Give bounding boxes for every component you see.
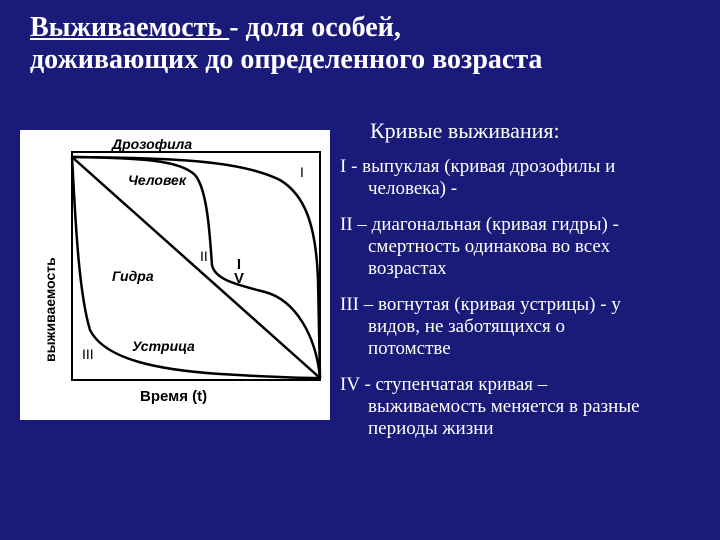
description-item: IV - ступенчатая кривая –выживаемость ме… — [340, 374, 702, 440]
title-rest1: - доля особей, — [229, 12, 401, 43]
roman-label-iv: I V — [234, 258, 244, 287]
curve-descriptions: I - выпуклая (кривая дрозофилы ичеловека… — [340, 156, 702, 454]
title-line2: доживающих до определенного возраста — [30, 44, 542, 75]
x-axis-label: Время (t) — [140, 388, 207, 405]
page-title: Выживаемость - доля особей, доживающих д… — [30, 12, 542, 76]
roman-label-ii: II — [200, 248, 208, 264]
y-axis-label: выживаемость — [42, 257, 58, 362]
description-item: II – диагональная (кривая гидры) -смертн… — [340, 214, 702, 280]
curve-II — [72, 157, 320, 378]
title-underlined: Выживаемость — [30, 12, 229, 43]
description-item: I - выпуклая (кривая дрозофилы ичеловека… — [340, 156, 702, 200]
roman-label-i: I — [300, 164, 304, 180]
slide: Выживаемость - доля особей, доживающих д… — [0, 0, 720, 540]
curve-label-oyster: Устрица — [132, 338, 195, 354]
curve-label-hydra: Гидра — [112, 268, 154, 284]
description-item: III – вогнутая (кривая устрицы) - увидов… — [340, 294, 702, 360]
survivorship-chart: выживаемость Время (t) Дрозофила Человек… — [20, 130, 330, 420]
curve-label-human: Человек — [128, 172, 186, 188]
roman-label-iii: III — [82, 346, 94, 362]
subtitle: Кривые выживания: — [370, 118, 560, 144]
curve-label-drosophila: Дрозофила — [112, 136, 192, 152]
